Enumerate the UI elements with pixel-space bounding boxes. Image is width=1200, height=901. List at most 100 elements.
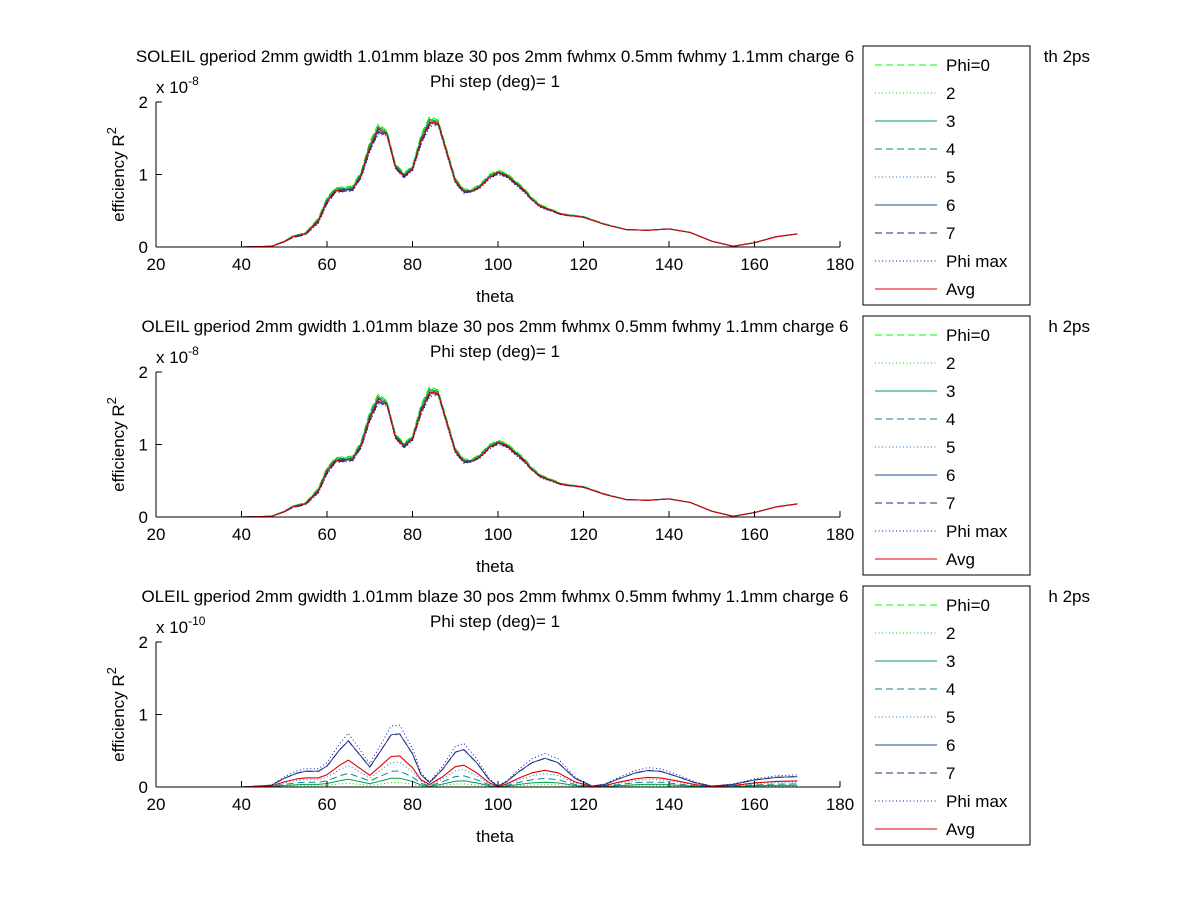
x-tick-label: 60 xyxy=(318,795,337,814)
legend-label: 4 xyxy=(946,140,955,159)
series-line-4 xyxy=(198,390,798,517)
chart-subtitle: Phi step (deg)= 1 xyxy=(430,342,560,361)
y-axis-label: efficiency R2 xyxy=(104,397,128,492)
legend-label: 3 xyxy=(946,652,955,671)
legend-label: 7 xyxy=(946,224,955,243)
legend-label: 7 xyxy=(946,764,955,783)
series-line-4 xyxy=(198,770,798,787)
legend-label: Phi=0 xyxy=(946,596,990,615)
series-line-2 xyxy=(198,117,798,247)
x-tick-label: 80 xyxy=(403,525,422,544)
series-line-6 xyxy=(198,393,798,517)
plot-area xyxy=(198,724,798,787)
legend-label: 5 xyxy=(946,438,955,457)
legend-label: 6 xyxy=(946,736,955,755)
chart-title: SOLEIL gperiod 2mm gwidth 1.01mm blaze 3… xyxy=(136,47,854,66)
scale-label: x 10-10 xyxy=(156,614,206,637)
plot-area xyxy=(198,385,798,517)
x-tick-label: 160 xyxy=(740,255,768,274)
y-tick-label: 2 xyxy=(139,633,148,652)
y-tick-label: 0 xyxy=(139,508,148,527)
series-line-7 xyxy=(198,733,798,787)
x-tick-label: 140 xyxy=(655,255,683,274)
scale-exponent: -8 xyxy=(188,74,199,88)
legend-label: Phi=0 xyxy=(946,56,990,75)
series-line-3 xyxy=(198,118,798,247)
x-tick-label: 120 xyxy=(569,795,597,814)
x-tick-label: 40 xyxy=(232,525,251,544)
y-tick-label: 0 xyxy=(139,238,148,257)
x-tick-label: 160 xyxy=(740,525,768,544)
legend-label: 3 xyxy=(946,382,955,401)
y-axis-label: efficiency R2 xyxy=(104,667,128,762)
chart-2: 20 40 60 80 100 120 140 160 180 0 1 2 x 10-8 OLEIL gp… xyxy=(104,315,1090,576)
y-tick-label: 1 xyxy=(139,166,148,185)
legend-label: 5 xyxy=(946,168,955,187)
x-tick-label: 40 xyxy=(232,255,251,274)
y-tick-label: 0 xyxy=(139,778,148,797)
series-line-6 xyxy=(198,733,798,787)
x-tick-label: 20 xyxy=(147,525,166,544)
x-tick-label: 180 xyxy=(826,255,854,274)
legend-label: Phi max xyxy=(946,792,1008,811)
legend-label: 5 xyxy=(946,708,955,727)
y-tick-label: 2 xyxy=(139,363,148,382)
chart-subtitle: Phi step (deg)= 1 xyxy=(430,612,560,631)
chart-title: OLEIL gperiod 2mm gwidth 1.01mm blaze 30… xyxy=(141,317,848,336)
legend-label: 2 xyxy=(946,624,955,643)
legend-label: 3 xyxy=(946,112,955,131)
series-line-3 xyxy=(198,388,798,517)
x-tick-label: 100 xyxy=(484,525,512,544)
y-axis-label-exponent: 2 xyxy=(104,127,119,134)
x-tick-label: 20 xyxy=(147,795,166,814)
plot-area xyxy=(198,115,798,247)
legend-label: Avg xyxy=(946,820,975,839)
series-line-7 xyxy=(198,393,798,517)
legend-label: Phi max xyxy=(946,522,1008,541)
legend-box xyxy=(862,45,1031,306)
legend-label: 2 xyxy=(946,84,955,103)
legend-label: 4 xyxy=(946,410,955,429)
y-axis-label: efficiency R2 xyxy=(104,127,128,222)
series-line-1 xyxy=(198,385,798,517)
x-tick-label: 60 xyxy=(318,255,337,274)
legend-label: 4 xyxy=(946,680,955,699)
scale-label: x 10-8 xyxy=(156,344,199,367)
y-tick-label: 1 xyxy=(139,706,148,725)
x-axis-label: theta xyxy=(476,287,514,306)
legend-label: 7 xyxy=(946,494,955,513)
series-line-8 xyxy=(198,724,798,787)
x-tick-label: 120 xyxy=(569,525,597,544)
y-axis-label-exponent: 2 xyxy=(104,667,119,674)
x-tick-label: 40 xyxy=(232,795,251,814)
x-tick-label: 140 xyxy=(655,795,683,814)
x-axis-label: theta xyxy=(476,557,514,576)
legend: Phi=0 2 3 4 5 6 7 Phi max Avg xyxy=(862,315,1031,576)
x-tick-label: 180 xyxy=(826,795,854,814)
chart-1: 20 40 60 80 100 120 140 160 180 0 1 2 x 10-8 SOLEIL g… xyxy=(104,45,1090,306)
scale-exponent: -10 xyxy=(188,614,206,628)
series-line-9 xyxy=(198,391,798,517)
x-tick-label: 180 xyxy=(826,525,854,544)
series-line-5 xyxy=(198,121,798,247)
x-axis-label: theta xyxy=(476,827,514,846)
y-tick-label: 2 xyxy=(139,93,148,112)
x-tick-label: 140 xyxy=(655,525,683,544)
chart-title-tail: h 2ps xyxy=(1048,587,1090,606)
legend-label: 6 xyxy=(946,196,955,215)
legend-label: Phi max xyxy=(946,252,1008,271)
y-tick-label: 1 xyxy=(139,436,148,455)
chart-title: OLEIL gperiod 2mm gwidth 1.01mm blaze 30… xyxy=(141,587,848,606)
legend: Phi=0 2 3 4 5 6 7 Phi max Avg xyxy=(862,585,1031,846)
series-line-7 xyxy=(198,123,798,247)
legend: Phi=0 2 3 4 5 6 7 Phi max Avg xyxy=(862,45,1031,306)
x-tick-label: 100 xyxy=(484,795,512,814)
chart-3: 20 40 60 80 100 120 140 160 180 0 1 2 x 10-10 OLEIL g… xyxy=(104,585,1090,846)
chart-subtitle: Phi step (deg)= 1 xyxy=(430,72,560,91)
series-line-8 xyxy=(198,124,798,247)
series-line-2 xyxy=(198,782,798,787)
series-line-9 xyxy=(198,121,798,247)
legend-label: Avg xyxy=(946,280,975,299)
series-line-5 xyxy=(198,761,798,787)
